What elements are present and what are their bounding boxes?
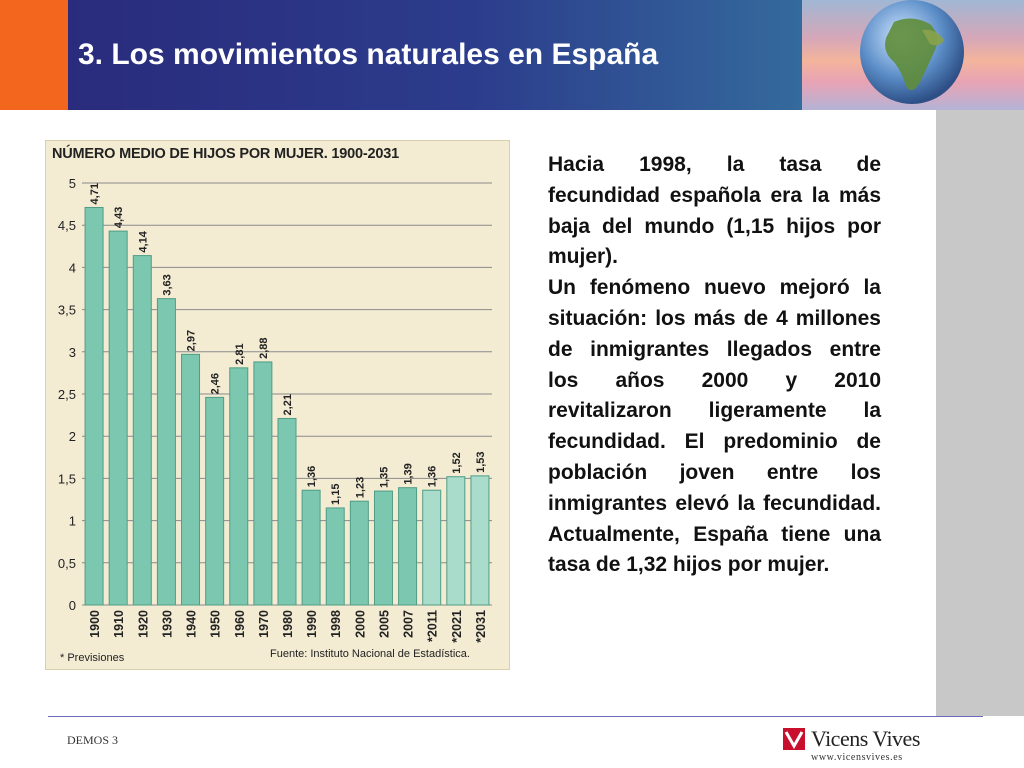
x-tick-label: 1950 <box>209 610 223 638</box>
data-label: 2,97 <box>186 330 198 351</box>
right-sidebar <box>936 110 1024 716</box>
bar <box>156 298 176 606</box>
data-label: 1,52 <box>451 452 463 473</box>
x-tick-label: 1990 <box>305 610 319 638</box>
header-bar <box>68 0 802 110</box>
y-tick-label: 0,5 <box>58 556 76 571</box>
data-label: 1,36 <box>306 466 318 487</box>
bar <box>277 417 297 606</box>
data-label: 2,21 <box>282 394 294 415</box>
body-paragraph-2: Un fenómeno nuevo mejoró la situación: l… <box>548 276 881 577</box>
bar <box>301 489 321 606</box>
globe-image <box>802 0 1024 110</box>
bar <box>253 361 273 606</box>
data-label: 4,71 <box>89 183 101 204</box>
data-label: 2,81 <box>234 343 246 364</box>
data-label: 4,14 <box>137 230 149 252</box>
bar <box>229 367 249 606</box>
slide-title: 3. Los movimientos naturales en España <box>78 38 659 71</box>
bar <box>446 476 466 606</box>
y-tick-label: 0 <box>69 598 76 613</box>
body-text: Hacia 1998, la tasa de fecundidad españo… <box>548 150 881 581</box>
globe-icon <box>860 0 964 104</box>
bar <box>422 489 442 606</box>
footer-divider <box>48 716 983 717</box>
brand-name: Vicens Vives <box>811 726 920 751</box>
bar <box>132 255 152 606</box>
y-tick-label: 4 <box>69 260 76 275</box>
y-tick-label: 2,5 <box>58 387 76 402</box>
body-paragraph-1: Hacia 1998, la tasa de fecundidad españo… <box>548 153 881 269</box>
footer-left-text: DEMOS 3 <box>67 733 119 747</box>
bar <box>373 490 393 606</box>
x-tick-label: 1900 <box>88 610 102 638</box>
bar <box>398 487 418 606</box>
bar <box>181 353 201 606</box>
x-tick-label: 1960 <box>233 610 247 638</box>
x-tick-label: 2000 <box>353 610 367 638</box>
data-label: 1,35 <box>378 467 390 488</box>
x-tick-label: 1970 <box>257 610 271 638</box>
data-label: 1,36 <box>427 466 439 487</box>
y-tick-label: 1,5 <box>58 471 76 486</box>
x-tick-label: 1940 <box>185 610 199 638</box>
bar <box>108 230 128 606</box>
data-label: 1,15 <box>330 484 342 505</box>
brand-block: Vicens Vives www.vicensvives.es <box>783 726 933 766</box>
x-tick-label: *2011 <box>426 610 440 642</box>
bar <box>205 396 225 606</box>
chart-source: Fuente: Instituto Nacional de Estadístic… <box>270 648 470 660</box>
y-tick-label: 4,5 <box>58 218 76 233</box>
y-tick-label: 2 <box>69 429 76 444</box>
brand-logo-icon <box>783 728 805 750</box>
orange-accent-strip <box>0 0 68 110</box>
x-tick-label: 1980 <box>281 610 295 638</box>
chart-note: * Previsiones <box>60 652 125 664</box>
x-tick-label: *2021 <box>450 610 464 643</box>
data-label: 3,63 <box>161 274 173 295</box>
x-tick-label: *2031 <box>474 610 488 643</box>
y-tick-label: 3 <box>69 345 76 360</box>
fertility-bar-chart: 00,511,522,533,544,55 4,7119004,4319104,1… <box>58 176 492 643</box>
bar <box>325 507 345 606</box>
bar <box>470 475 490 606</box>
data-label: 4,43 <box>113 207 125 228</box>
x-tick-label: 2005 <box>377 610 391 638</box>
data-label: 1,53 <box>475 451 487 472</box>
bar <box>349 500 369 606</box>
y-tick-label: 3,5 <box>58 303 76 318</box>
x-tick-label: 1930 <box>160 610 174 638</box>
x-tick-label: 1910 <box>112 610 126 638</box>
x-tick-label: 1920 <box>136 610 150 638</box>
x-tick-label: 2007 <box>402 610 416 638</box>
bar <box>84 206 104 606</box>
data-label: 2,88 <box>258 338 270 359</box>
data-label: 1,39 <box>403 463 415 484</box>
y-tick-label: 5 <box>69 176 76 191</box>
data-label: 2,46 <box>210 373 222 394</box>
x-tick-label: 1998 <box>329 610 343 638</box>
data-label: 1,23 <box>354 477 366 498</box>
chart-title: NÚMERO MEDIO DE HIJOS POR MUJER. 1900-20… <box>52 146 399 162</box>
y-tick-label: 1 <box>69 514 76 529</box>
brand-url: www.vicensvives.es <box>811 752 903 763</box>
